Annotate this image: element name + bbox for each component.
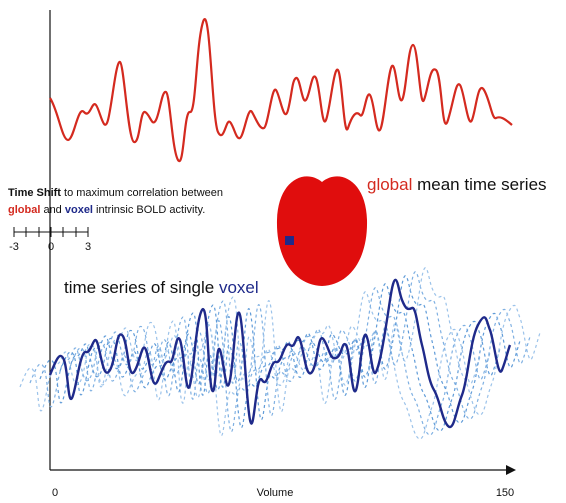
voxel-word: voxel <box>219 278 259 297</box>
and-word: and <box>40 204 64 216</box>
time-shift-line2: global and voxel intrinsic BOLD activity… <box>8 204 205 216</box>
x-tick-label: 0 <box>52 487 58 499</box>
voxel-marker <box>285 236 294 245</box>
voxel-label-text: time series of single <box>64 278 219 297</box>
time-shift-text: to maximum correlation between <box>61 187 223 199</box>
shifted-curve <box>59 275 521 424</box>
voxel-curve <box>48 278 512 429</box>
voxel-label: time series of single voxel <box>64 278 259 297</box>
x-tick-label: 150 <box>496 487 514 499</box>
scale-label: 0 <box>48 241 54 253</box>
scale-label: 3 <box>85 241 91 253</box>
global-label: global mean time series <box>367 175 547 194</box>
global-curve <box>49 18 513 163</box>
time-shift-text: intrinsic BOLD activity. <box>93 204 205 216</box>
x-axis-label: Volume <box>257 487 294 499</box>
time-shift-bold: Time Shift <box>8 187 61 199</box>
voxel-word: voxel <box>65 204 93 216</box>
brain <box>276 176 368 286</box>
global-word: global <box>8 204 40 216</box>
shift-scale <box>13 227 89 237</box>
global-word: global <box>367 175 412 194</box>
x-axis-arrow <box>506 465 516 475</box>
global-rest: mean time series <box>412 175 546 194</box>
scale-label: -3 <box>9 241 19 253</box>
time-shift-line1: Time Shift to maximum correlation betwee… <box>8 187 223 199</box>
